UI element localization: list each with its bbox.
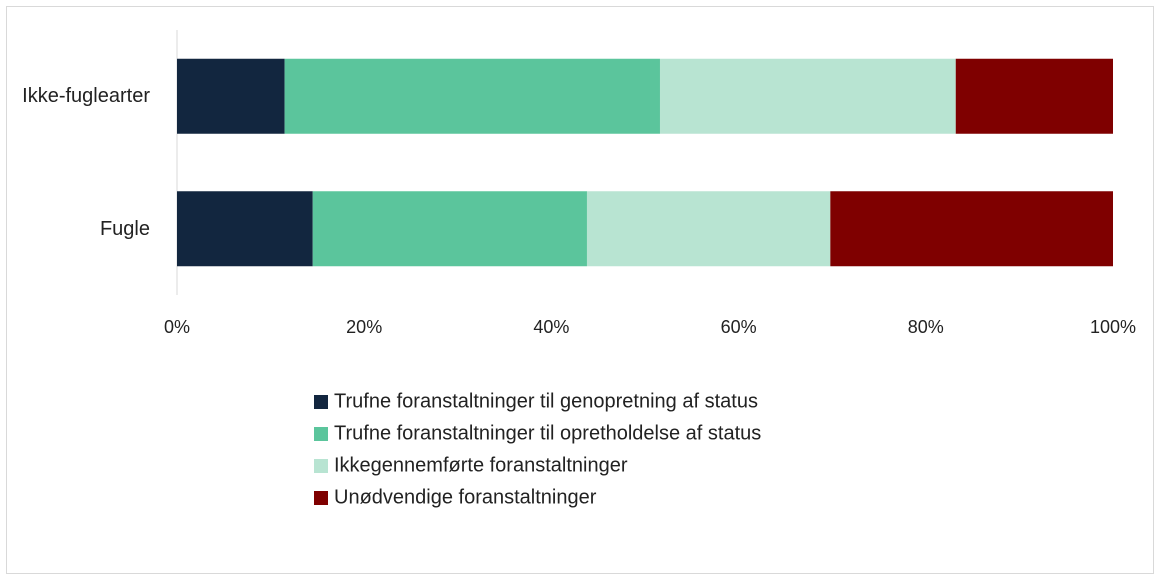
legend-label: Trufne foranstaltninger til opretholdels… [334, 422, 761, 444]
x-tick-label: 60% [721, 317, 757, 337]
legend-label: Trufne foranstaltninger til genopretning… [334, 390, 758, 412]
bar-segment [177, 191, 313, 267]
legend-label: Unødvendige foranstaltninger [334, 486, 597, 508]
legend-swatch [314, 427, 328, 441]
frame [6, 6, 1154, 574]
bar-segment [830, 191, 1113, 267]
x-tick-label: 100% [1090, 317, 1136, 337]
x-tick-label: 20% [346, 317, 382, 337]
y-tick-label: Ikke-fuglearter [22, 85, 150, 108]
legend-swatch [314, 491, 328, 505]
y-tick-label: Fugle [99, 217, 150, 240]
legend-swatch [314, 395, 328, 409]
bar-segment [955, 58, 1113, 134]
x-tick-label: 80% [908, 317, 944, 337]
bar-segment [177, 58, 285, 134]
bar-segment [312, 191, 587, 267]
legend-swatch [314, 459, 328, 473]
legend-label: Ikkegennemførte foranstaltninger [334, 454, 628, 476]
bar-segment [586, 191, 831, 267]
x-tick-label: 0% [164, 317, 190, 337]
bar-segment [284, 58, 660, 134]
bar-segment [659, 58, 956, 134]
x-tick-label: 40% [533, 317, 569, 337]
